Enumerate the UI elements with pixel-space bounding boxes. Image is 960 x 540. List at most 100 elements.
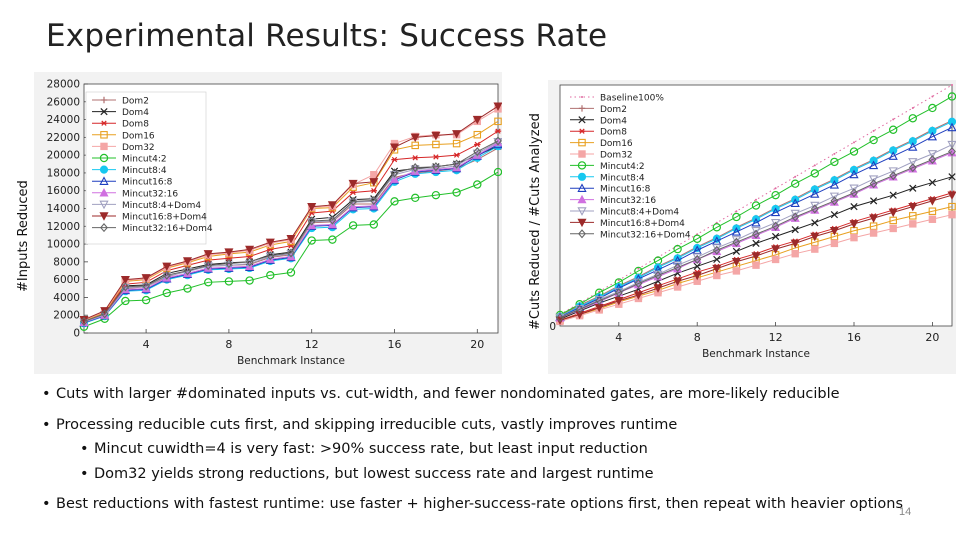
data-point-mincut16-8-dom4 [493,102,502,111]
legend-marker-dom2 [578,105,586,112]
y-tick-label: 0 [73,328,80,340]
data-point-dom8 [349,189,357,196]
slide-number: 14 [899,506,912,518]
data-point-mincut8-4 [947,117,956,126]
legend-label-mincut8-4-dom4: Mincut8:4+Dom4 [122,201,201,211]
legend-label-mincut16-8-dom4: Mincut16:8+Dom4 [122,213,207,223]
legend-marker-dom32 [578,150,586,158]
data-point-dom16 [909,212,917,220]
data-point-mincut4-2 [390,197,399,206]
legend-label-dom16: Dom16 [600,139,633,149]
data-point-dom32 [732,267,741,275]
data-point-mincut16-8 [731,227,742,236]
y-tick-label: 0 [549,321,556,333]
data-point-mincut16-8-dom4 [182,257,193,266]
data-point-mincut4-2 [947,92,956,101]
legend-marker-mincut32-16-dom4 [100,223,108,233]
legend-marker-baseline100 [581,96,583,98]
data-point-mincut16-8 [810,189,820,198]
y-tick-label: 12000 [47,221,80,233]
data-point-mincut4-2 [224,277,234,286]
data-point-mincut16-8 [751,217,761,227]
legend: Dom2Dom4Dom8Dom16Dom32Mincut4:2Mincut8:4… [85,91,213,245]
data-point-mincut16-8-dom4 [810,232,820,242]
data-point-mincut32-16-dom4 [121,282,130,292]
legend-marker-mincut32-16-dom4 [578,229,586,239]
x-tick-label: 20 [925,331,939,344]
data-point-baseline100 [774,187,777,190]
data-point-mincut4-2 [712,223,721,232]
data-point-mincut32-16-dom4 [556,313,564,323]
legend-label-mincut16-8: Mincut16:8 [122,178,173,188]
legend-marker-dom16 [100,131,108,139]
data-point-mincut32-16-dom4 [830,196,839,206]
data-point-mincut16-8-dom4 [162,262,172,272]
x-tick-label: 4 [615,331,622,344]
data-point-baseline100 [892,118,895,121]
legend-label-dom4: Dom4 [600,116,627,126]
data-point-dom4 [830,211,839,219]
data-point-dom32 [928,215,937,223]
legend-label-mincut16-8: Mincut16:8 [600,185,651,195]
x-tick-label: 4 [143,338,150,351]
x-tick-label: 16 [388,338,402,351]
data-point-dom16 [948,202,956,211]
legend-marker-mincut4-2 [99,153,109,163]
legend: Baseline100%Dom2Dom4Dom8Dom16Dom32Mincut… [570,94,691,240]
data-point-mincut16-8 [927,131,938,141]
data-point-mincut32-16-dom4 [328,215,337,225]
data-point-dom4 [732,247,741,256]
bullet-text: Processing reducible cuts first, and ski… [56,417,678,433]
data-point-mincut16-8 [868,160,879,170]
data-point-mincut4-2 [183,284,192,293]
data-point-mincut32-16-dom4 [810,204,819,214]
data-point-mincut8-4-dom4 [790,209,800,219]
x-tick-label: 12 [769,331,783,344]
data-point-dom8 [474,141,481,148]
data-point-baseline100 [637,267,640,270]
slide-title: Experimental Results: Success Rate [46,18,608,54]
data-point-mincut8-4 [889,146,898,155]
data-point-mincut8-4 [908,137,917,146]
x-tick-label: 8 [694,331,701,344]
legend-marker-mincut8-4 [577,172,587,181]
data-point-mincut4-2 [141,295,151,305]
data-point-mincut32-16-dom4 [369,195,378,206]
data-point-mincut32-16-dom4 [100,309,109,319]
data-point-dom4 [771,232,780,241]
y-tick-label: 4000 [53,292,80,304]
data-point-mincut4-2 [771,190,780,200]
series-line-mincut4-2 [559,96,953,316]
data-point-dom4 [811,219,819,227]
legend-label-dom8: Dom8 [600,128,627,138]
sub-bullet-item: • Dom32 yields strong reductions, but low… [80,466,654,482]
data-point-mincut16-8-dom4 [141,274,151,283]
series-mincut4-2 [555,92,956,320]
data-point-mincut16-8-dom4 [653,284,663,293]
data-point-mincut16-8-dom4 [790,239,800,249]
legend-marker-mincut8-4-dom4 [99,200,109,210]
data-point-mincut16-8-dom4 [908,202,918,212]
data-point-mincut32-16-dom4 [431,162,440,172]
legend-marker-mincut8-4 [99,165,109,174]
y-tick-label: 24000 [47,114,80,126]
data-point-baseline100 [931,95,934,98]
legend-marker-dom4 [578,116,586,124]
data-point-dom8 [494,128,502,134]
y-tick-label: 28000 [47,79,80,91]
legend-marker-mincut32-16 [99,188,109,197]
data-point-mincut16-8-dom4 [829,227,839,236]
data-point-baseline100 [951,84,953,86]
data-point-mincut16-8-dom4 [947,191,956,200]
data-point-mincut4-2 [286,268,296,277]
data-point-mincut16-8-dom4 [869,214,879,223]
legend-label-mincut32-16-dom4: Mincut32:16+Dom4 [600,230,691,240]
series-mincut32-16-dom4 [80,136,502,326]
data-point-mincut32-16-dom4 [349,196,358,206]
y-tick-label: 22000 [47,132,80,144]
y-tick-label: 10000 [47,239,80,251]
data-point-mincut32-16-dom4 [494,136,502,146]
legend-label-dom8: Dom8 [122,120,149,130]
data-point-dom4 [948,173,956,181]
data-point-mincut8-4 [928,126,937,136]
